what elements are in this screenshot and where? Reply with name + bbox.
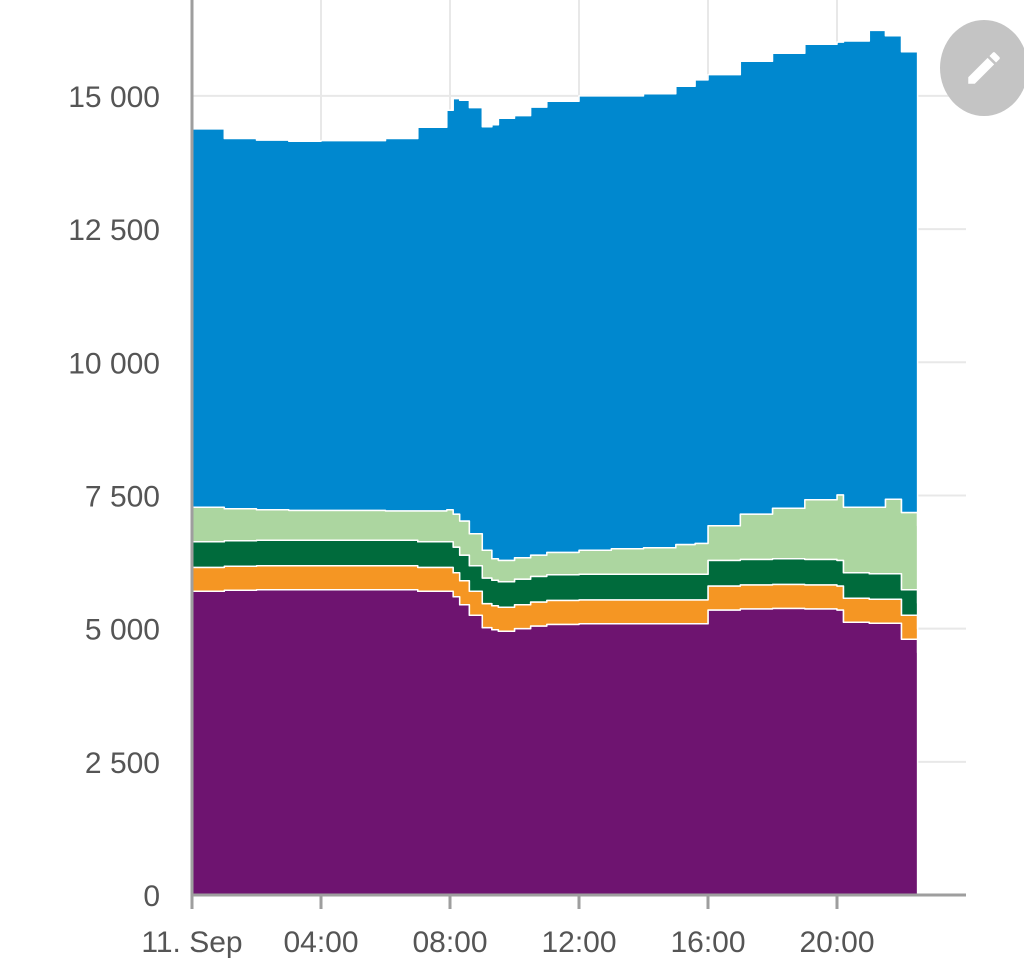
- y-axis-tick-labels: 0 2 500 5 000 7 500 10 000 12 500 15 000: [68, 81, 160, 913]
- axes: [190, 0, 966, 909]
- x-tick-label: 12:00: [541, 926, 616, 959]
- y-tick-label: 7 500: [85, 480, 160, 513]
- x-tick-label: 11. Sep: [141, 926, 242, 959]
- x-tick-label: 08:00: [412, 926, 487, 959]
- y-tick-label: 0: [143, 880, 160, 913]
- y-tick-label: 5 000: [85, 614, 160, 647]
- x-tick-label: 16:00: [670, 926, 745, 959]
- y-tick-label: 10 000: [68, 347, 160, 380]
- y-tick-label: 2 500: [85, 747, 160, 780]
- series-area-5: [191, 29, 919, 562]
- y-tick-label: 15 000: [68, 81, 160, 114]
- x-tick-label: 04:00: [283, 926, 358, 959]
- pencil-icon: [968, 52, 1000, 84]
- edit-button[interactable]: [940, 20, 1024, 116]
- x-tick-label: 20:00: [799, 926, 874, 959]
- y-tick-label: 12 500: [68, 214, 160, 247]
- x-axis-tick-labels: 11. Sep 04:00 08:00 12:00 16:00 20:00: [141, 926, 874, 959]
- series-areas: [191, 29, 919, 896]
- series-area-1: [191, 588, 919, 896]
